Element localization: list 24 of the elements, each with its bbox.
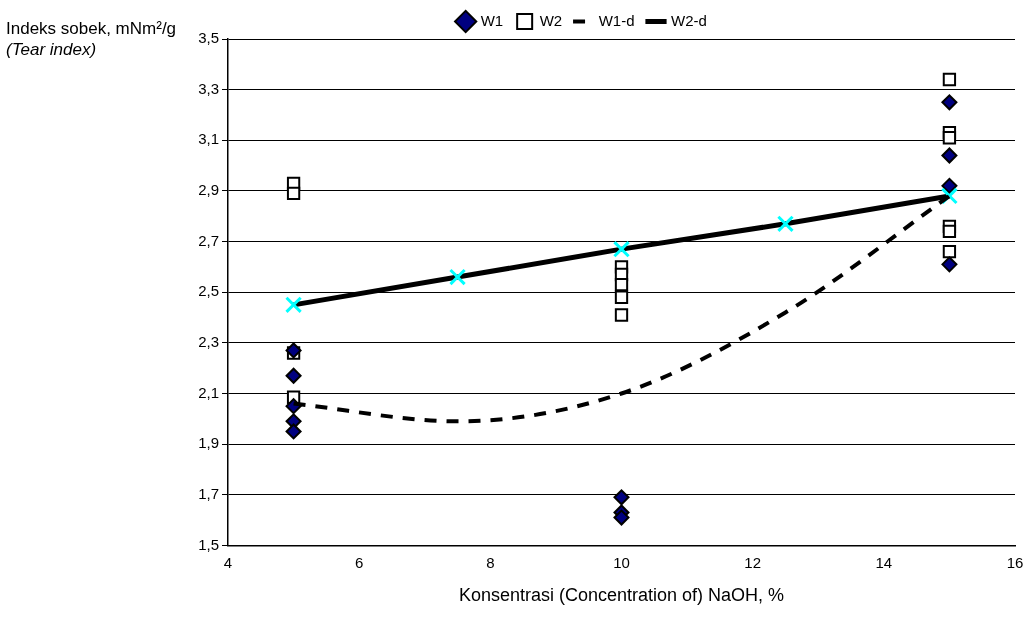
- x-tick-label: 4: [223, 553, 233, 571]
- y-tick-label: 1,5: [198, 535, 219, 553]
- x-axis-title: Konsentrasi (Concentration of) NaOH, %: [458, 585, 785, 606]
- x-tick-label: 10: [613, 553, 630, 571]
- x-tick-label: 8: [486, 553, 495, 571]
- legend-label: W2-d: [671, 11, 707, 29]
- legend-label: W2: [539, 11, 563, 29]
- y-tick-label: 2,1: [198, 383, 219, 401]
- y-tick-label: 2,9: [198, 181, 219, 199]
- x-tick-label: 12: [744, 553, 762, 571]
- y-tick-label: 2,5: [198, 282, 219, 300]
- y-tick-label: 3,3: [198, 79, 219, 97]
- y-tick-label: 1,7: [198, 484, 219, 502]
- y-tick-label: 2,3: [198, 332, 219, 350]
- y-tick-label: 3,5: [198, 29, 219, 47]
- y-tick-label: 2,7: [198, 231, 219, 249]
- x-tick-label: 14: [875, 553, 893, 571]
- legend-label: W1: [480, 11, 504, 29]
- y-tick-label: 1,9: [198, 434, 219, 452]
- y-tick-label: 3,1: [198, 130, 219, 148]
- y-axis-title: Indeks sobek, mNm²/g (Tear index): [6, 18, 177, 60]
- x-tick-label: 16: [1006, 553, 1024, 571]
- legend-label: W1-d: [598, 11, 635, 29]
- x-tick-label: 6: [354, 553, 364, 571]
